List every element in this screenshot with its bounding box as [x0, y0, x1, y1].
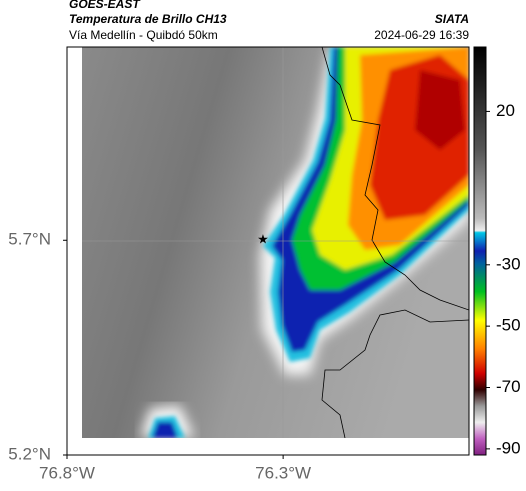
- timestamp: 2024-06-29 16:39: [374, 28, 469, 42]
- source: SIATA: [435, 12, 469, 26]
- x-tick-label: 76.3°W: [255, 463, 311, 482]
- satellite-image: ★: [82, 47, 469, 438]
- y-tick-label: 5.2°N: [8, 444, 51, 463]
- ticks: 76.8°W 76.3°W 5.7°N 5.2°N 20 -30 -50 -70 -90: [8, 101, 520, 483]
- x-tick-label: 76.8°W: [39, 463, 95, 482]
- product: Temperatura de Brillo CH13: [69, 12, 227, 26]
- y-tick-label: 5.7°N: [8, 230, 51, 249]
- satellite: GOES-EAST: [69, 0, 141, 11]
- region: Vía Medellín - Quibdó 50km: [69, 28, 218, 42]
- colorbar-tick-label: -50: [496, 316, 521, 335]
- colorbar: [473, 46, 487, 456]
- colorbar-tick-label: 20: [496, 101, 515, 120]
- colorbar-tick-label: -70: [496, 377, 521, 396]
- colorbar-tick-label: -90: [496, 438, 521, 457]
- svg-text:★: ★: [257, 231, 269, 246]
- colorbar-tick-label: -30: [496, 254, 521, 273]
- map-frame: [66, 46, 470, 456]
